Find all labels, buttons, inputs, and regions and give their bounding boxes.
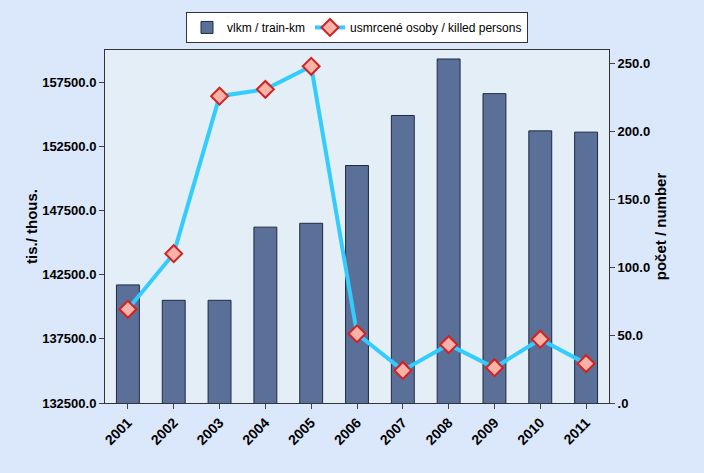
svg-text:počet / number: počet / number bbox=[652, 173, 669, 281]
svg-text:2009: 2009 bbox=[468, 414, 501, 447]
svg-text:157500.0: 157500.0 bbox=[42, 75, 96, 90]
svg-text:200.0: 200.0 bbox=[618, 124, 651, 139]
svg-text:2011: 2011 bbox=[560, 414, 593, 447]
svg-text:2002: 2002 bbox=[147, 414, 180, 447]
svg-text:132500.0: 132500.0 bbox=[42, 396, 96, 411]
svg-text:2005: 2005 bbox=[285, 414, 318, 447]
svg-text:usmrcené osoby / killed person: usmrcené osoby / killed persons bbox=[350, 21, 521, 35]
svg-text:2003: 2003 bbox=[193, 414, 226, 447]
svg-text:142500.0: 142500.0 bbox=[42, 267, 96, 282]
svg-text:2006: 2006 bbox=[331, 414, 364, 447]
svg-text:152500.0: 152500.0 bbox=[42, 139, 96, 154]
svg-text:2004: 2004 bbox=[239, 414, 272, 447]
svg-text:vlkm / train-km: vlkm / train-km bbox=[227, 21, 305, 35]
svg-text:250.0: 250.0 bbox=[618, 56, 651, 71]
svg-text:2007: 2007 bbox=[377, 414, 410, 447]
svg-text:2008: 2008 bbox=[422, 414, 455, 447]
svg-text:2010: 2010 bbox=[514, 414, 547, 447]
svg-text:2001: 2001 bbox=[102, 414, 135, 447]
svg-text:147500.0: 147500.0 bbox=[42, 203, 96, 218]
svg-text:tis./ thous.: tis./ thous. bbox=[23, 189, 40, 264]
svg-text:100.0: 100.0 bbox=[618, 260, 651, 275]
svg-text:50.0: 50.0 bbox=[618, 328, 643, 343]
svg-text:137500.0: 137500.0 bbox=[42, 331, 96, 346]
svg-text:150.0: 150.0 bbox=[618, 192, 651, 207]
svg-text:.0: .0 bbox=[618, 396, 629, 411]
